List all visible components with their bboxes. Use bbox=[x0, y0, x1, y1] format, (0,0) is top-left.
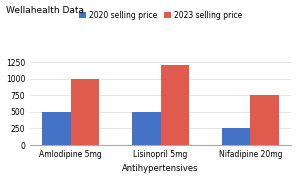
Bar bbox=[42, 112, 70, 145]
Bar bbox=[70, 79, 99, 145]
Text: Wellahealth Data: Wellahealth Data bbox=[6, 6, 84, 15]
Legend: 2020 selling price, 2023 selling price: 2020 selling price, 2023 selling price bbox=[75, 8, 246, 23]
Bar bbox=[250, 95, 279, 145]
Bar bbox=[160, 65, 189, 145]
Bar bbox=[132, 112, 160, 145]
Bar bbox=[222, 129, 250, 145]
X-axis label: Antihypertensives: Antihypertensives bbox=[122, 164, 199, 174]
